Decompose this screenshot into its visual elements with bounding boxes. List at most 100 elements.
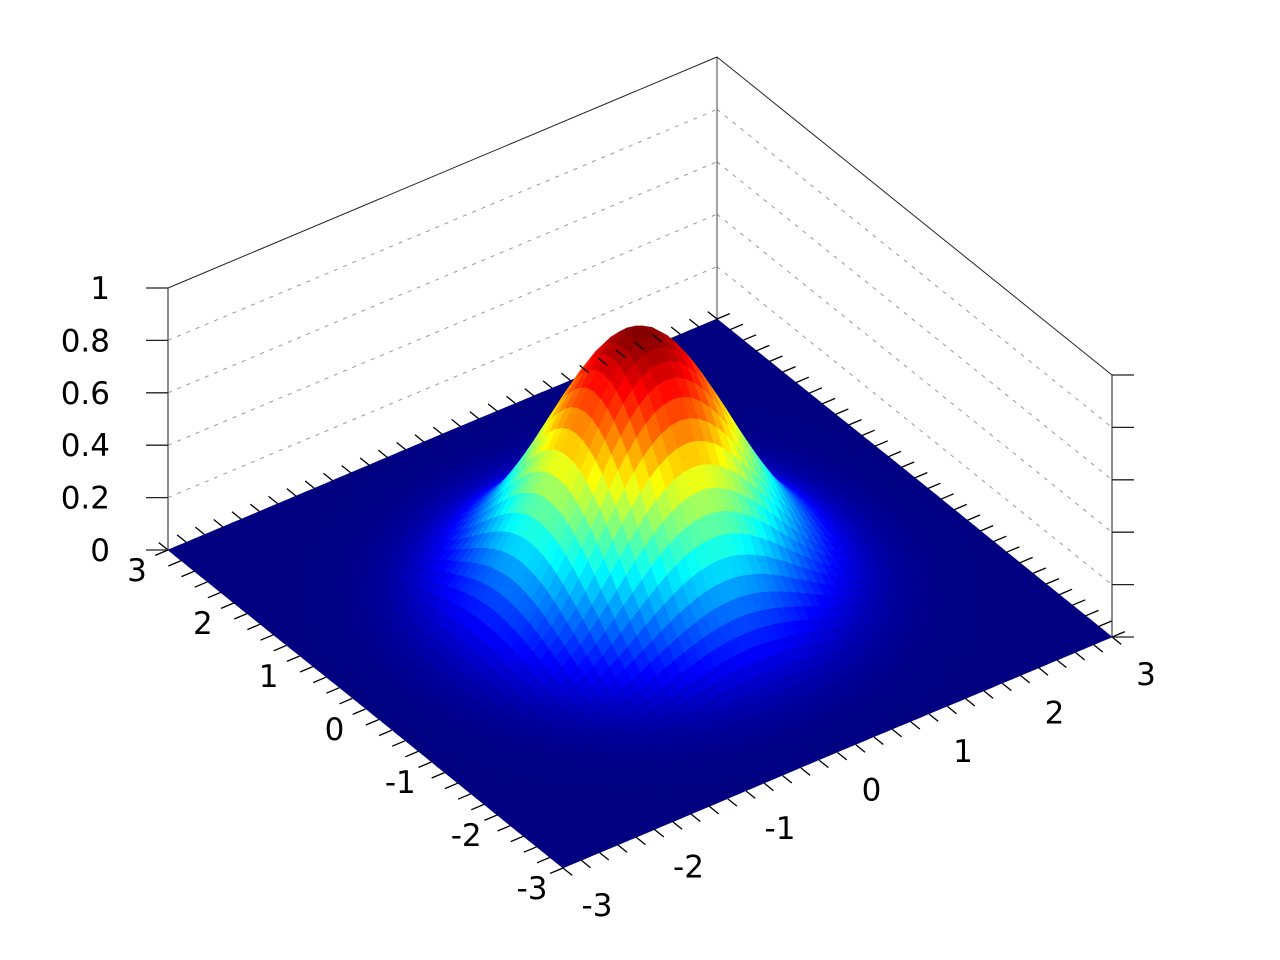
y-tick-label: -1 <box>385 765 416 801</box>
x-axis-tick <box>414 434 425 443</box>
x-axis-tick <box>524 388 535 397</box>
y-axis-tick <box>1019 556 1033 564</box>
grid-line <box>716 109 1113 428</box>
x-axis-tick <box>286 488 297 497</box>
y-axis-tick <box>194 581 208 588</box>
x-axis-tick <box>176 534 187 543</box>
x-axis-tick <box>1056 659 1067 669</box>
x-axis-tick <box>690 813 701 823</box>
x-axis-tick <box>617 844 628 853</box>
x-axis-tick <box>506 395 517 405</box>
y-axis-tick <box>914 472 928 479</box>
x-axis-tick <box>451 418 462 428</box>
x-axis-tick <box>782 775 793 784</box>
x-axis-tick <box>946 705 957 715</box>
x-axis-tick <box>745 790 756 799</box>
x-axis-tick <box>654 828 665 838</box>
y-axis-tick <box>795 376 810 384</box>
x-axis-tick <box>359 457 370 466</box>
x-tick-label: 2 <box>1045 696 1065 732</box>
y-axis-tick <box>418 761 432 768</box>
y-axis-tick <box>549 867 564 874</box>
grid-line <box>167 108 718 341</box>
y-axis-tick <box>822 397 836 405</box>
x-tick-label: -2 <box>673 850 704 886</box>
x-axis-tick <box>304 480 315 489</box>
x-axis-tick <box>562 867 573 876</box>
y-axis-tick <box>391 740 406 747</box>
x-axis-tick <box>158 542 169 551</box>
y-axis-tick <box>233 613 248 620</box>
y-axis-tick <box>273 644 287 652</box>
x-axis-tick <box>800 767 811 776</box>
x-tick-label: 0 <box>862 773 882 809</box>
y-axis-tick <box>980 525 994 532</box>
top-edge <box>167 56 718 289</box>
y-axis-tick <box>339 697 353 705</box>
x-axis-tick <box>1020 674 1031 684</box>
y-axis-tick <box>457 793 472 800</box>
y-axis-tick <box>484 814 498 821</box>
y-tick-label: -3 <box>517 871 548 907</box>
x-axis-tick <box>708 805 720 815</box>
x-axis-tick <box>891 728 903 738</box>
x-axis-tick <box>672 821 683 830</box>
y-axis-tick <box>312 676 327 684</box>
x-axis-tick <box>231 511 242 520</box>
z-tick-label: 0.2 <box>61 481 110 517</box>
grid-line <box>716 266 1113 585</box>
x-axis-tick <box>818 759 829 769</box>
y-axis-tick <box>365 719 379 726</box>
z-tick-label: 0.4 <box>61 428 110 464</box>
y-axis-tick <box>953 503 968 511</box>
y-axis-tick <box>536 856 551 864</box>
y-axis-tick <box>431 772 445 779</box>
x-axis-tick <box>1001 682 1012 692</box>
y-axis-tick <box>1085 609 1099 617</box>
x-axis-tick <box>377 449 389 459</box>
x-tick-label: -3 <box>582 888 613 924</box>
x-axis-tick <box>560 372 572 382</box>
y-axis-tick <box>352 708 366 715</box>
y-axis-tick <box>756 344 770 352</box>
y-tick-label: 3 <box>127 553 147 589</box>
y-axis-tick <box>808 387 823 394</box>
x-axis-tick <box>323 472 334 482</box>
y-axis-tick <box>1111 631 1126 638</box>
x-axis-tick <box>910 721 921 730</box>
y-axis-tick <box>940 493 954 500</box>
x-axis-tick <box>580 859 591 869</box>
y-axis-tick <box>181 570 195 578</box>
y-axis-tick <box>286 655 300 662</box>
x-axis-tick <box>635 836 646 846</box>
x-axis-tick <box>1038 667 1049 676</box>
y-axis-tick <box>326 687 340 694</box>
x-axis-tick <box>194 526 206 536</box>
y-tick-label: 2 <box>193 606 213 642</box>
x-axis-tick <box>542 380 553 389</box>
x-axis-tick <box>1111 636 1122 645</box>
y-axis-tick <box>927 482 941 490</box>
x-axis-tick <box>1093 644 1104 653</box>
y-axis-tick <box>168 560 182 567</box>
y-axis-tick <box>887 450 902 458</box>
x-axis-tick <box>213 518 224 528</box>
y-tick-label: 0 <box>325 712 345 748</box>
y-tick-label: -2 <box>451 818 482 854</box>
y-axis-tick <box>861 429 875 437</box>
y-axis-tick <box>716 313 731 320</box>
x-axis-tick <box>689 318 700 328</box>
y-axis-tick <box>874 440 889 447</box>
y-axis-tick <box>1059 588 1073 596</box>
y-axis-tick <box>510 835 524 843</box>
z-tick-label: 0.8 <box>61 323 110 359</box>
x-axis-tick <box>727 798 738 807</box>
y-axis-tick <box>207 591 221 599</box>
y-axis-tick <box>1045 578 1060 585</box>
grid-line <box>716 213 1113 533</box>
y-axis-tick <box>1072 599 1086 606</box>
y-axis-tick <box>1006 546 1020 553</box>
z-tick-label: 0.6 <box>61 376 110 412</box>
x-axis-tick <box>670 326 681 335</box>
